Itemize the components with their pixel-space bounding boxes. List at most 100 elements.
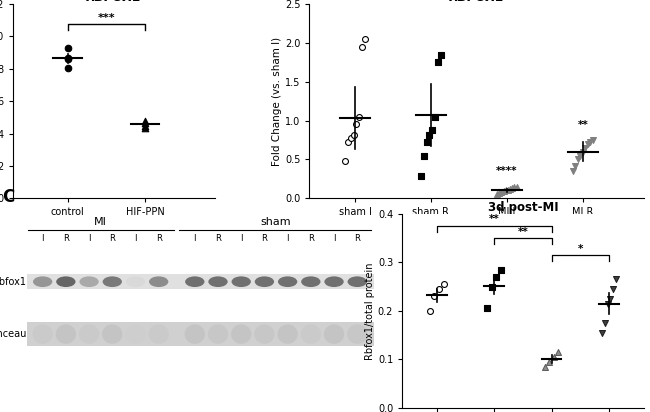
Ellipse shape <box>125 324 146 344</box>
Text: R: R <box>109 234 115 243</box>
Ellipse shape <box>301 324 321 344</box>
Point <box>582 140 593 147</box>
Bar <box>27 323 374 346</box>
Point <box>416 173 426 180</box>
Point <box>549 353 559 360</box>
Point <box>502 186 513 193</box>
Point <box>540 363 550 370</box>
Point <box>427 126 437 133</box>
Point <box>140 117 151 124</box>
Ellipse shape <box>231 324 252 344</box>
Ellipse shape <box>149 276 168 287</box>
Text: R: R <box>354 234 360 243</box>
Ellipse shape <box>255 276 274 287</box>
Ellipse shape <box>103 276 122 287</box>
Point <box>140 124 151 131</box>
Point <box>62 65 73 71</box>
Ellipse shape <box>348 276 367 287</box>
Y-axis label: Fold Change (vs. sham I): Fold Change (vs. sham I) <box>272 37 282 166</box>
Point <box>496 189 506 195</box>
Point <box>578 148 588 155</box>
Text: R: R <box>215 234 221 243</box>
Point <box>434 286 444 292</box>
Title: 3d post-MI: 3d post-MI <box>488 201 558 214</box>
Point <box>62 44 73 51</box>
Point <box>570 162 580 169</box>
Point <box>608 286 618 292</box>
Point <box>580 145 590 151</box>
Title: RBFOX1: RBFOX1 <box>86 0 142 4</box>
Text: Rbfox1: Rbfox1 <box>0 277 26 287</box>
Point <box>487 283 497 290</box>
Point <box>500 187 511 194</box>
Ellipse shape <box>185 324 205 344</box>
Text: I: I <box>135 234 136 243</box>
Point <box>492 191 502 198</box>
Text: **: ** <box>489 214 500 225</box>
Text: ***: *** <box>98 13 115 23</box>
Point <box>499 188 509 194</box>
Ellipse shape <box>278 324 298 344</box>
Point <box>140 120 151 126</box>
Point <box>419 152 429 159</box>
Text: R: R <box>308 234 314 243</box>
Point <box>439 281 449 288</box>
Ellipse shape <box>254 324 274 344</box>
Point <box>433 59 443 66</box>
Ellipse shape <box>185 276 205 287</box>
Ellipse shape <box>56 324 76 344</box>
Text: R: R <box>156 234 162 243</box>
Point <box>512 183 522 190</box>
Text: C: C <box>2 188 14 206</box>
Point <box>351 121 361 128</box>
Point <box>340 158 350 164</box>
Ellipse shape <box>32 324 53 344</box>
Point <box>588 137 598 143</box>
Point <box>491 274 502 280</box>
Ellipse shape <box>79 324 99 344</box>
Point <box>359 36 370 42</box>
Point <box>575 152 586 159</box>
Text: R: R <box>63 234 69 243</box>
Text: I: I <box>240 234 242 243</box>
Point <box>62 54 73 61</box>
Y-axis label: Rbfox1/total protein: Rbfox1/total protein <box>365 262 375 360</box>
Point <box>494 190 504 196</box>
Ellipse shape <box>102 324 122 344</box>
Text: MI: MI <box>94 218 107 227</box>
Text: sham: sham <box>261 218 291 227</box>
Bar <box>27 274 374 289</box>
Text: **: ** <box>517 227 528 236</box>
Ellipse shape <box>149 324 169 344</box>
Point <box>603 300 613 307</box>
Point <box>505 186 515 192</box>
Point <box>611 276 621 283</box>
Point <box>510 184 520 191</box>
Point <box>544 358 554 365</box>
Point <box>436 52 446 58</box>
Point <box>430 113 440 120</box>
Title: RBFOX1: RBFOX1 <box>448 0 504 4</box>
Point <box>600 320 610 326</box>
Point <box>357 44 367 50</box>
Ellipse shape <box>208 324 228 344</box>
Text: Ponceau: Ponceau <box>0 329 26 339</box>
Point <box>567 168 578 174</box>
Point <box>354 113 365 120</box>
Point <box>424 131 435 138</box>
Point <box>605 295 616 302</box>
Point <box>346 134 356 141</box>
Point <box>585 139 595 145</box>
Point <box>62 56 73 62</box>
Ellipse shape <box>324 276 344 287</box>
Ellipse shape <box>231 276 251 287</box>
Point <box>343 139 353 145</box>
Text: *: * <box>578 243 583 253</box>
Ellipse shape <box>301 276 320 287</box>
Text: I: I <box>287 234 289 243</box>
Point <box>424 307 435 314</box>
Text: **: ** <box>577 120 588 130</box>
Point <box>553 349 564 356</box>
Point <box>507 185 517 192</box>
Point <box>496 266 506 273</box>
